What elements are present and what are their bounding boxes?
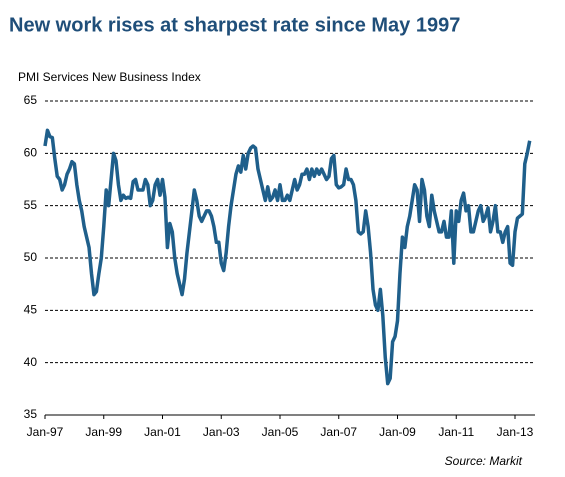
x-tick-label: Jan-99: [85, 425, 122, 439]
x-tick-label: Jan-97: [27, 425, 64, 439]
y-tick-label: 40: [24, 355, 38, 369]
x-tick-label: Jan-13: [497, 425, 534, 439]
y-tick-label: 65: [24, 93, 38, 107]
y-tick-label: 45: [24, 303, 38, 317]
y-tick-label: 35: [24, 407, 38, 421]
x-tick-label: Jan-05: [262, 425, 299, 439]
source-note: Source: Markit: [445, 454, 523, 468]
data-line: [43, 128, 532, 386]
y-tick-label: 55: [24, 198, 38, 212]
x-tick-label: Jan-01: [144, 425, 181, 439]
x-tick-label: Jan-07: [320, 425, 357, 439]
y-tick-label: 50: [24, 250, 38, 264]
x-tick-label: Jan-03: [203, 425, 240, 439]
y-tick-label: 60: [24, 146, 38, 160]
x-tick-label: Jan-09: [379, 425, 416, 439]
chart-title: New work rises at sharpest rate since Ma…: [9, 14, 460, 36]
y-axis-label: PMI Services New Business Index: [18, 70, 201, 84]
x-tick-label: Jan-11: [438, 425, 474, 439]
